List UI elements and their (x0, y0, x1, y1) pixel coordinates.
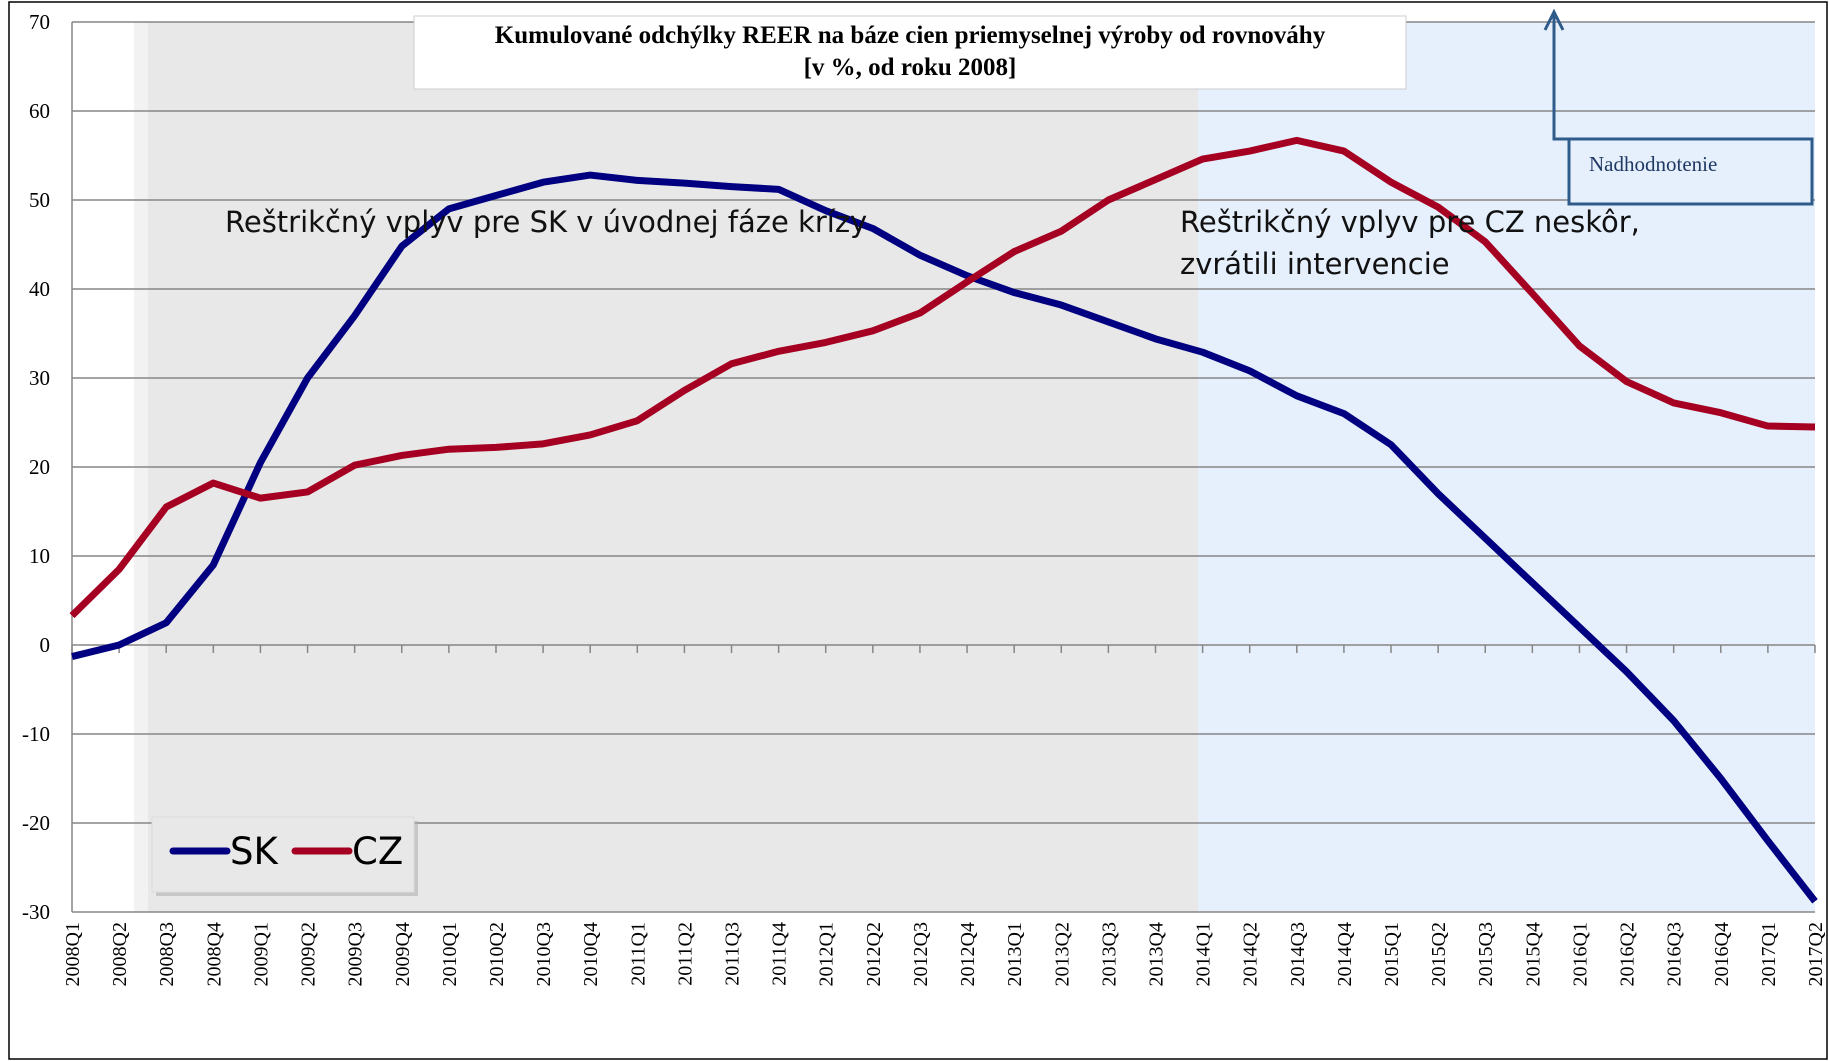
x-tick-label: 2008Q2 (109, 922, 131, 986)
x-tick-label: 2016Q1 (1569, 922, 1591, 986)
x-tick-label: 2017Q1 (1758, 922, 1780, 986)
x-tick-label: 2008Q4 (203, 922, 225, 986)
x-tick-label: 2011Q4 (769, 922, 791, 986)
x-tick-label: 2008Q1 (62, 922, 84, 986)
y-tick-label: -10 (22, 722, 50, 746)
x-tick-label: 2015Q4 (1522, 922, 1544, 986)
x-tick-label: 2012Q4 (957, 922, 979, 986)
frame (8, 1, 1828, 1060)
x-tick-label: 2016Q2 (1617, 922, 1639, 986)
x-tick-label: 2015Q1 (1381, 922, 1403, 986)
x-tick-label: 2012Q3 (910, 922, 932, 986)
x-tick-label: 2013Q1 (1004, 922, 1026, 986)
x-tick-label: 2013Q4 (1145, 922, 1167, 986)
legend-label: SK (230, 830, 279, 873)
x-tick-label: 2008Q3 (156, 922, 178, 986)
y-tick-label: 20 (29, 455, 50, 479)
x-tick-label: 2010Q4 (580, 922, 602, 986)
x-tick-label: 2009Q4 (392, 922, 414, 986)
annotation: Nadhodnotenie (1589, 152, 1717, 176)
x-tick-label: 2011Q3 (722, 922, 744, 986)
x-tick-label: 2012Q2 (863, 922, 885, 986)
x-tick-label: 2014Q2 (1240, 922, 1262, 986)
x-tick-label: 2016Q4 (1711, 922, 1733, 986)
x-tick-label: 2015Q3 (1475, 922, 1497, 986)
x-tick-label: 2013Q2 (1051, 922, 1073, 986)
x-tick-label: 2010Q2 (486, 922, 508, 986)
annotation-box (1567, 137, 1814, 206)
chart-title: Kumulované odchýlky REER na báze cien pr… (495, 22, 1326, 49)
x-tick-label: 2010Q1 (439, 922, 461, 986)
y-tick-label: 40 (29, 277, 50, 301)
x-tick-label: 2014Q4 (1334, 922, 1356, 986)
y-tick-label: 10 (29, 544, 50, 568)
x-tick-label: 2015Q2 (1428, 922, 1450, 986)
title-box (413, 15, 1407, 90)
x-tick-label: 2009Q1 (250, 922, 272, 986)
x-tick-label: 2017Q2 (1805, 922, 1827, 986)
series-line (71, 171, 1818, 904)
x-tick-label: 2012Q1 (816, 922, 838, 986)
annotation: zvrátili intervencie (1180, 247, 1450, 281)
chart-subtitle: [v %, od roku 2008] (804, 54, 1017, 81)
x-tick-label: 2010Q3 (533, 922, 555, 986)
y-tick-label: 70 (29, 10, 50, 34)
legend-label: CZ (352, 830, 403, 873)
x-tick-label: 2009Q3 (345, 922, 367, 986)
x-tick-label: 2014Q3 (1287, 922, 1309, 986)
x-tick-label: 2011Q2 (674, 922, 696, 986)
x-tick-label: 2013Q3 (1098, 922, 1120, 986)
x-tick-label: 2009Q2 (298, 922, 320, 986)
y-tick-label: 60 (29, 99, 50, 123)
y-tick-label: 30 (29, 366, 50, 390)
x-tick-label: 2014Q1 (1193, 922, 1215, 986)
y-tick-label: -30 (22, 900, 50, 924)
y-tick-label: 50 (29, 188, 50, 212)
annotation: Reštrikčný vplyv pre CZ neskôr, (1180, 205, 1640, 239)
y-tick-label: -20 (22, 811, 50, 835)
x-tick-label: 2016Q3 (1664, 922, 1686, 986)
annotation: Reštrikčný vplyv pre SK v úvodnej fáze k… (225, 205, 867, 239)
y-tick-label: 0 (40, 633, 51, 657)
x-tick-label: 2011Q1 (627, 922, 649, 986)
arrow (1543, 8, 1569, 141)
series-line (69, 136, 1816, 619)
